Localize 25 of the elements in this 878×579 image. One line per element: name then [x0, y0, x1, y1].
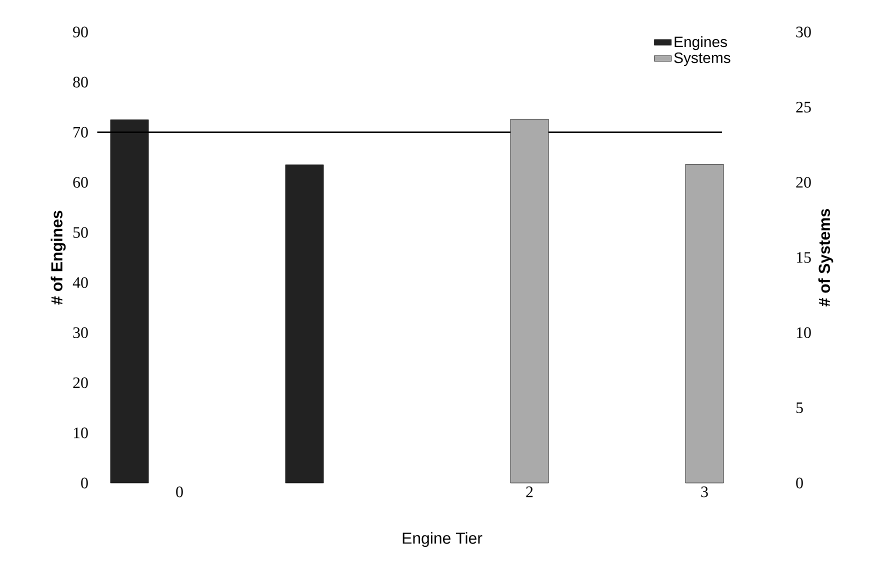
- y-tick-label: 50: [73, 227, 88, 238]
- x-tick-label: 2: [526, 486, 533, 498]
- y-tick-label: 30: [73, 327, 88, 338]
- y-tick-label: 70: [74, 126, 88, 138]
- y-tick-label: 20: [73, 377, 88, 388]
- y2-tick-label: 10: [796, 327, 811, 338]
- y2-tick-label: 15: [796, 252, 811, 263]
- y-tick-label: 10: [74, 428, 88, 438]
- y2-tick-label: 30: [796, 26, 811, 38]
- legend-label: Engines: [674, 36, 727, 50]
- y-tick-label: 60: [73, 176, 88, 188]
- y2-axis-title: # of Systems: [818, 209, 834, 306]
- x-tick-label: 0: [176, 486, 183, 498]
- x-tick-label: 3: [701, 486, 708, 498]
- legend-label: Systems: [674, 52, 730, 66]
- y-tick-label: 90: [73, 26, 88, 38]
- y2-tick-label: 5: [796, 402, 803, 414]
- y-tick-label: 80: [73, 76, 88, 88]
- y2-tick-label: 20: [796, 176, 811, 188]
- y-tick-label: 40: [72, 277, 88, 288]
- y-axis-title: # of Engines: [50, 210, 66, 305]
- y2-tick-label: 0: [796, 478, 803, 488]
- y2-tick-label: 25: [796, 102, 811, 113]
- x-axis-title: Engine Tier: [402, 532, 482, 547]
- y-tick-label: 0: [81, 478, 88, 488]
